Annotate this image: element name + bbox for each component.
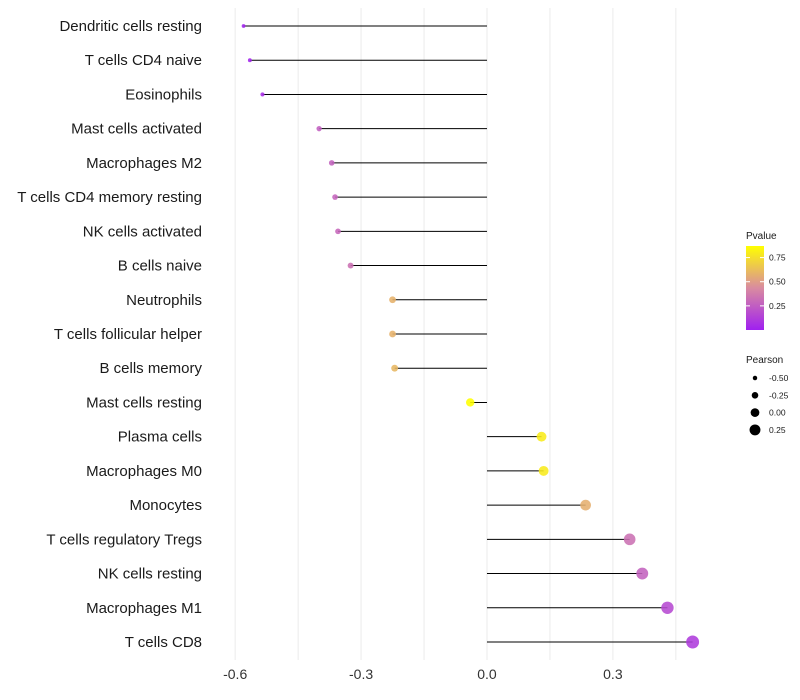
pearson-legend-title: Pearson (746, 355, 783, 366)
pvalue-legend-label: 0.50 (769, 277, 786, 287)
pearson-legend-label: 0.25 (769, 425, 786, 435)
category-label: T cells CD4 memory resting (17, 189, 202, 206)
category-label: B cells memory (99, 360, 202, 377)
lollipop-point (316, 126, 322, 132)
pearson-legend-dot (749, 424, 761, 436)
category-label: Macrophages M1 (86, 600, 202, 617)
category-label: T cells CD4 naive (85, 52, 202, 69)
lollipop-point (623, 533, 636, 546)
category-label: Eosinophils (125, 86, 202, 103)
x-tick-label: -0.3 (349, 666, 373, 682)
pearson-legend: Pearson -0.50 -0.25 0.00 0.25 (746, 355, 789, 436)
lollipop-point (247, 58, 252, 63)
stem-layer (243, 25, 693, 643)
lollipop-point (538, 465, 549, 476)
lollipop-point (332, 194, 338, 200)
lollipop-point (466, 398, 475, 407)
lollipop-point (335, 228, 341, 235)
category-label: NK cells resting (98, 566, 202, 583)
pearson-legend-dot (751, 392, 759, 399)
pvalue-legend-label: 0.25 (769, 301, 786, 311)
lollipop-point (391, 364, 399, 372)
category-labels: Dendritic cells resting T cells CD4 naive… (17, 18, 202, 651)
pearson-legend-label: -0.50 (769, 373, 789, 383)
x-tick-label: 0.0 (477, 666, 497, 682)
category-label: Dendritic cells resting (59, 18, 202, 35)
category-label: Mast cells activated (71, 121, 202, 138)
pvalue-legend-title: Pvalue (746, 231, 777, 242)
pvalue-legend: Pvalue 0.25 0.50 0.75 (746, 231, 786, 330)
lollipop-point (389, 330, 396, 338)
lollipop-point (636, 567, 649, 580)
category-label: T cells regulatory Tregs (46, 531, 202, 548)
lollipop-point (241, 24, 246, 28)
category-label: T cells follicular helper (54, 326, 202, 343)
lollipop-point (661, 601, 674, 614)
pearson-legend-label: 0.00 (769, 408, 786, 418)
lollipop-point (389, 296, 396, 304)
lollipop-point (347, 262, 354, 269)
lollipop-point (536, 431, 547, 442)
category-label: Macrophages M0 (86, 463, 202, 480)
category-label: NK cells activated (83, 223, 202, 240)
category-label: Mast cells resting (86, 394, 202, 411)
lollipop-point (260, 92, 265, 97)
x-axis-tick-labels: -0.6 -0.3 0.0 0.3 (223, 666, 623, 682)
category-label: Plasma cells (118, 429, 202, 446)
lollipop-point (580, 499, 591, 511)
lollipop-point (328, 160, 335, 166)
pearson-legend-dot (752, 375, 758, 381)
category-label: B cells naive (118, 258, 202, 275)
category-label: Monocytes (129, 497, 202, 514)
pearson-legend-dot (750, 408, 760, 417)
pvalue-colorbar (746, 246, 764, 330)
x-tick-label: -0.6 (223, 666, 247, 682)
point-layer (241, 24, 700, 649)
pvalue-legend-label: 0.75 (769, 253, 786, 263)
lollipop-point (686, 635, 700, 649)
pearson-legend-label: -0.25 (769, 390, 789, 400)
x-tick-label: 0.3 (603, 666, 623, 682)
category-label: T cells CD8 (125, 634, 202, 651)
category-label: Macrophages M2 (86, 155, 202, 172)
category-label: Neutrophils (126, 292, 202, 309)
